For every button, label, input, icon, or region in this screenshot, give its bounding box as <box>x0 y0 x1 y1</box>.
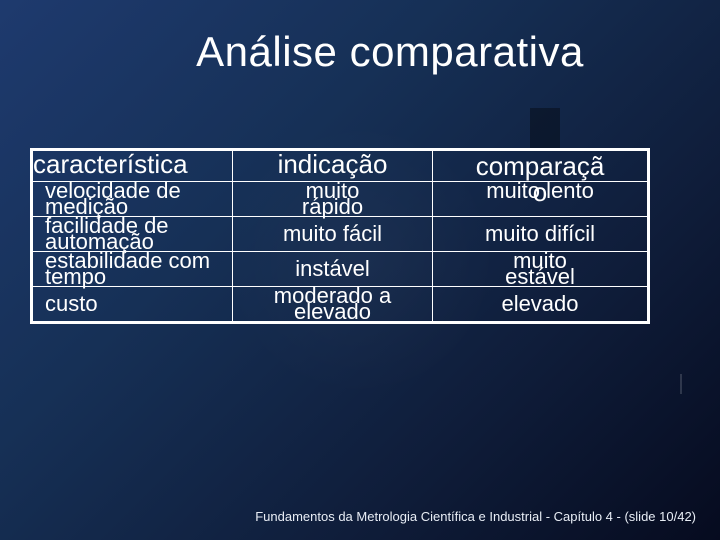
decorative-mark <box>680 374 682 394</box>
table-header-row: característica indicação comparaçã o <box>33 151 648 182</box>
cell-text: muito fácil <box>233 223 432 245</box>
header-caracteristica: característica <box>33 151 233 182</box>
table-row: facilidade deautomação muito fácil muito… <box>33 217 648 252</box>
cell-text: instável <box>233 258 432 280</box>
table-row: velocidade demedição muitorápido muito l… <box>33 182 648 217</box>
cell-text: tempo <box>33 266 244 288</box>
cell-text: custo <box>33 293 244 315</box>
cell-text: muito difícil <box>433 223 647 245</box>
header-comparacao-line1: comparaçã <box>433 153 647 179</box>
slide-footer: Fundamentos da Metrologia Científica e I… <box>255 509 696 524</box>
cell-text: rápido <box>233 196 432 218</box>
cell-text: elevado <box>233 301 432 323</box>
table-row: estabilidade comtempo instável muitoestá… <box>33 252 648 287</box>
cell-text: elevado <box>433 293 647 315</box>
cell-text: muito lento <box>433 180 647 202</box>
header-indicacao: indicação <box>233 151 433 182</box>
comparison-table: característica indicação comparaçã o vel… <box>30 148 650 324</box>
table-row: custo moderado aelevado elevado <box>33 287 648 322</box>
cell-text: estável <box>433 266 647 288</box>
slide-title: Análise comparativa <box>0 28 720 76</box>
title-shadow-strip <box>530 108 560 150</box>
header-comparacao: comparaçã o <box>433 151 648 182</box>
